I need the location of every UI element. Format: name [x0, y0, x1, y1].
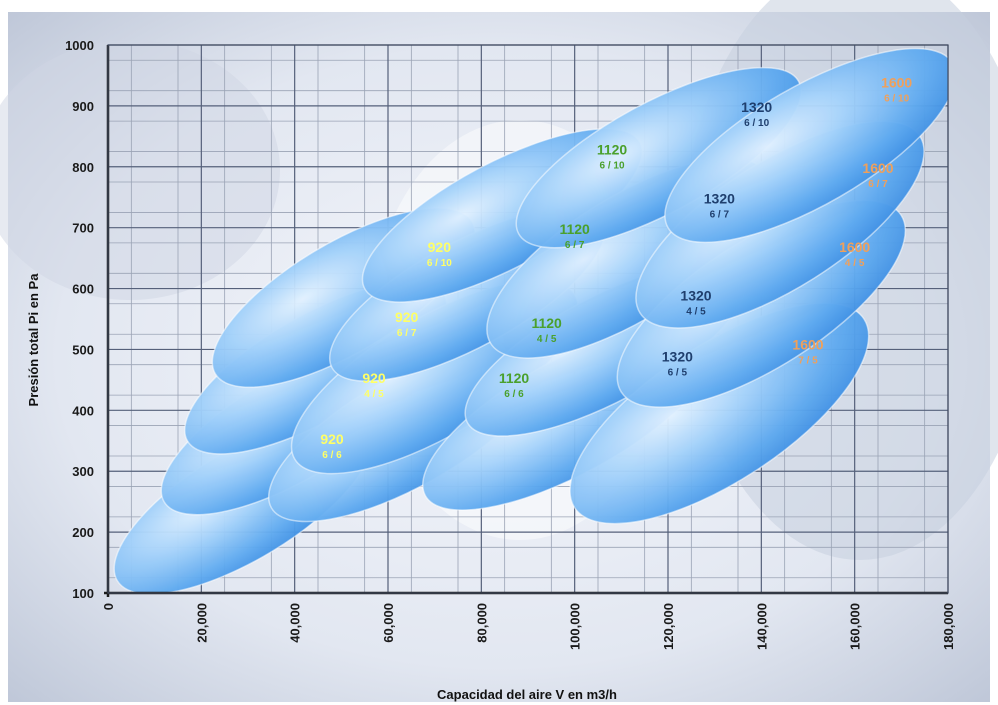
y-axis-title: Presión total Pi en Pa: [26, 273, 41, 407]
region-ratio-label: 6 / 7: [868, 179, 888, 190]
region-ratio-label: 4 / 5: [845, 258, 865, 269]
region-size-label: 1320: [704, 190, 735, 206]
region-ratio-label: 7 / 5: [798, 355, 818, 366]
x-axis-title: Capacidad del aire V en m3/h: [437, 687, 617, 702]
region-size-label: 1120: [499, 370, 530, 386]
region-ratio-label: 6 / 6: [504, 389, 524, 400]
region-ratio-label: 4 / 5: [537, 334, 557, 345]
y-tick-label: 700: [72, 221, 94, 236]
region-ratio-label: 6 / 10: [744, 118, 769, 129]
y-tick-label: 1000: [65, 38, 94, 53]
y-tick-label: 200: [72, 525, 94, 540]
region-ratio-label: 6 / 7: [710, 209, 730, 220]
region-ratio-label: 6 / 10: [884, 94, 909, 105]
region-size-label: 1120: [559, 221, 590, 237]
region-size-label: 1320: [680, 288, 711, 304]
region-size-label: 1600: [792, 336, 823, 352]
region-ratio-label: 4 / 5: [364, 389, 384, 400]
x-tick-label: 180,000: [941, 603, 956, 650]
x-tick-label: 140,000: [754, 603, 769, 650]
y-tick-label: 100: [72, 586, 94, 601]
background-fan-blade: [0, 40, 280, 300]
region-ratio-label: 6 / 6: [322, 450, 342, 461]
region-size-label: 1600: [862, 160, 893, 176]
y-tick-label: 900: [72, 99, 94, 114]
axes: [104, 44, 949, 597]
x-tick-label: 40,000: [288, 603, 303, 643]
y-tick-label: 500: [72, 342, 94, 357]
x-tick-label: 160,000: [848, 603, 863, 650]
y-tick-label: 800: [72, 160, 94, 175]
region-size-label: 1320: [662, 349, 693, 365]
region-size-label: 920: [362, 370, 386, 386]
region-ratio-label: 6 / 7: [565, 240, 585, 251]
region-size-label: 1600: [881, 75, 912, 91]
region-size-label: 920: [320, 431, 344, 447]
y-tick-label: 400: [72, 403, 94, 418]
region-size-label: 1320: [741, 99, 772, 115]
region-ratio-label: 4 / 5: [686, 307, 706, 318]
region-labels: 920 6 / 6 920 4 / 5 920 6 / 7 920 6 / 10 1120 6 /…: [320, 75, 912, 461]
region-size-label: 1120: [531, 315, 562, 331]
region-ratio-label: 6 / 10: [599, 161, 624, 172]
region-ratio-label: 6 / 10: [427, 258, 452, 269]
region-ratio-label: 6 / 5: [668, 368, 688, 379]
x-tick-label: 100,000: [568, 603, 583, 650]
tick-labels: 100 200 300 400 500 600 700 800 900 1000 0 20,000 40…: [65, 38, 956, 650]
region-size-label: 1600: [839, 239, 870, 255]
x-tick-label: 20,000: [194, 603, 209, 643]
y-tick-label: 600: [72, 282, 94, 297]
x-tick-label: 80,000: [474, 603, 489, 643]
x-tick-label: 120,000: [661, 603, 676, 650]
region-ratio-label: 6 / 7: [397, 328, 417, 339]
x-tick-label: 60,000: [381, 603, 396, 643]
region-size-label: 920: [395, 309, 419, 325]
performance-regions: [113, 47, 948, 593]
region-1600-6-10: [664, 47, 948, 244]
plot-frame: [107, 44, 949, 594]
region-size-label: 1120: [597, 142, 628, 158]
x-tick-label: 0: [101, 603, 116, 610]
region-size-label: 920: [428, 239, 452, 255]
y-tick-label: 300: [72, 464, 94, 479]
